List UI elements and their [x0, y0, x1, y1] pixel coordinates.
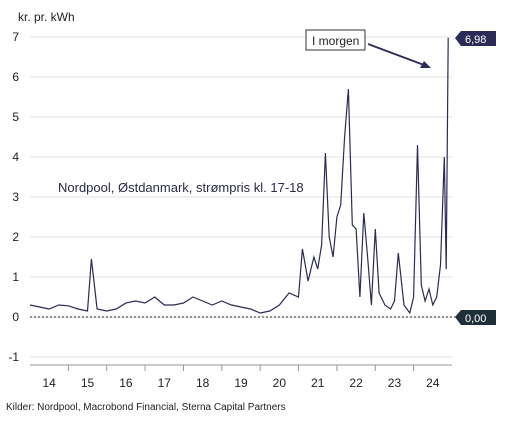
badge-zero-label: 0,00 [465, 313, 486, 325]
y-tick-label: 5 [12, 110, 19, 124]
x-tick-label: 19 [234, 376, 248, 390]
y-tick-label: 6 [12, 70, 19, 84]
x-tick-labels: 14 15 16 17 18 19 20 21 22 23 24 [43, 365, 440, 390]
y-tick-labels: -1 0 1 2 3 4 5 6 7 [8, 30, 19, 364]
callout-arrowhead [420, 61, 431, 68]
x-tick-label: 23 [388, 376, 402, 390]
y-tick-label: 0 [12, 310, 19, 324]
y-tick-label: 2 [12, 230, 19, 244]
badge-max-label: 6,98 [465, 34, 486, 46]
series-line [29, 37, 449, 315]
x-tick-label: 16 [119, 376, 133, 390]
y-tick-label: 3 [12, 190, 19, 204]
x-tick-label: 21 [311, 376, 325, 390]
badge-zero: 0,00 [455, 310, 496, 325]
x-tick-label: 22 [349, 376, 363, 390]
y-tick-label: 1 [12, 270, 19, 284]
callout-box [305, 29, 366, 51]
source-note: Kilder: Nordpool, Macrobond Financial, S… [6, 402, 286, 413]
y-tick-label: 7 [12, 30, 19, 44]
y-tick-label: -1 [8, 350, 19, 364]
x-tick-label: 24 [426, 376, 440, 390]
x-tick-label: 17 [158, 376, 172, 390]
chart-annotation: Nordpool, Østdanmark, strømpris kl. 17-1… [58, 180, 304, 195]
callout-label: I morgen [312, 34, 359, 48]
x-tick-label: 20 [273, 376, 287, 390]
y-tick-label: 4 [12, 150, 19, 164]
grid [30, 36, 452, 366]
callout-arrow [367, 43, 425, 66]
x-tick-label: 15 [81, 376, 95, 390]
x-tick-label: 18 [196, 376, 210, 390]
y-axis-label: kr. pr. kWh [18, 10, 75, 24]
badge-max: 6,98 [455, 31, 496, 46]
x-tick-label: 14 [43, 376, 57, 390]
